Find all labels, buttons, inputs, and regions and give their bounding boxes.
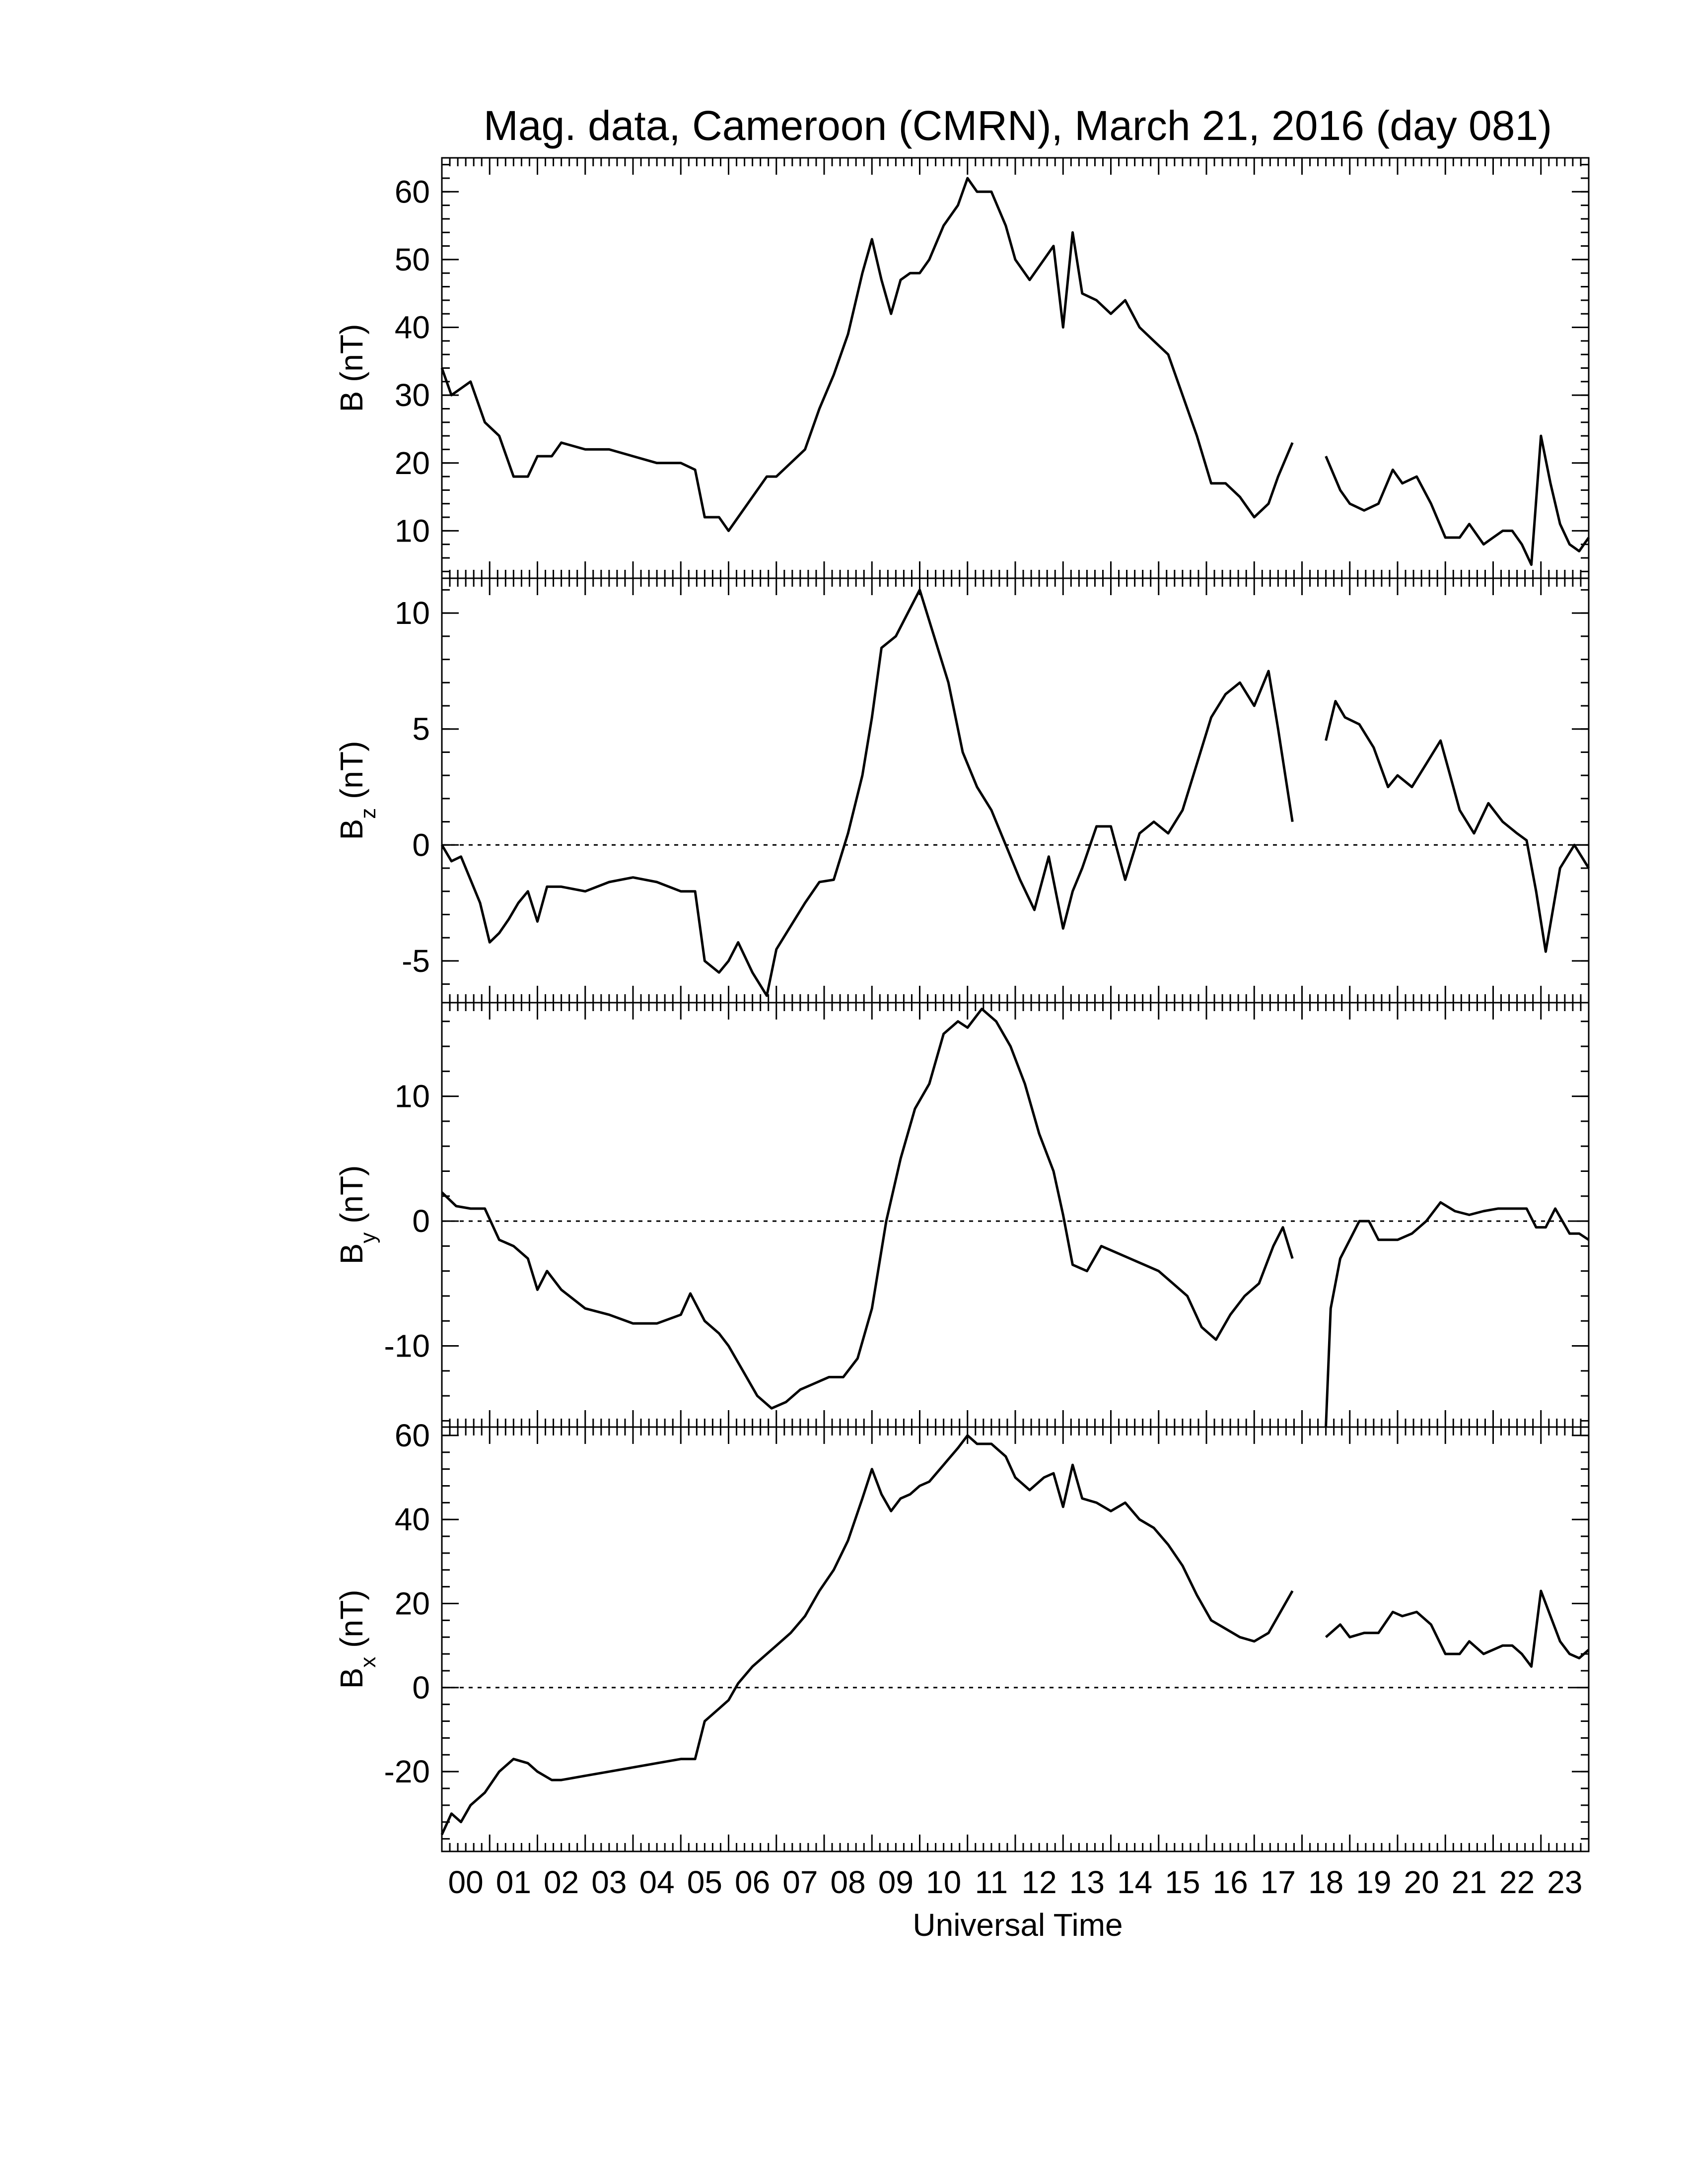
y-tick-label: 30 bbox=[395, 377, 430, 413]
x-tick-label: 22 bbox=[1499, 1864, 1535, 1900]
x-tick-label: 00 bbox=[448, 1864, 484, 1900]
y-tick-label: 10 bbox=[395, 595, 430, 631]
y-tick-label: 0 bbox=[412, 1203, 430, 1239]
x-tick-label: 17 bbox=[1261, 1864, 1296, 1900]
y-tick-label: 60 bbox=[395, 174, 430, 209]
y-axis-label-unit: (nT) bbox=[334, 1590, 369, 1657]
panel-B: 10 20 30 40 50 60 B (nT) bbox=[334, 157, 1590, 579]
x-tick-label: 16 bbox=[1213, 1864, 1248, 1900]
y-tick-label: -20 bbox=[384, 1754, 430, 1789]
y-tick-label: 0 bbox=[412, 827, 430, 863]
y-tick-label: -5 bbox=[402, 943, 430, 979]
x-tick-label: 04 bbox=[639, 1864, 675, 1900]
series-line-2 bbox=[1325, 700, 1590, 953]
series-line-1 bbox=[440, 1434, 1294, 1836]
x-tick-label: 15 bbox=[1165, 1864, 1200, 1900]
x-tick-label: 21 bbox=[1452, 1864, 1487, 1900]
series-line-2 bbox=[1325, 434, 1590, 566]
y-tick-label: 20 bbox=[395, 1586, 430, 1622]
x-tick-label: 13 bbox=[1069, 1864, 1105, 1900]
x-tick-label: 12 bbox=[1022, 1864, 1057, 1900]
x-tick-label: 11 bbox=[975, 1864, 1008, 1900]
figure-title: Mag. data, Cameroon (CMRN), March 21, 20… bbox=[484, 102, 1552, 149]
series-line-1 bbox=[441, 1008, 1294, 1410]
y-axis-label-subscript: x bbox=[356, 1657, 380, 1668]
y-tick-label: 10 bbox=[395, 1079, 430, 1114]
x-tick-label: 10 bbox=[926, 1864, 961, 1900]
y-tick-label: 0 bbox=[412, 1670, 430, 1706]
x-tick-label: 09 bbox=[878, 1864, 914, 1900]
x-tick-label: 05 bbox=[687, 1864, 722, 1900]
y-tick-label: 20 bbox=[395, 445, 430, 481]
y-tick-label: 50 bbox=[395, 242, 430, 277]
y-tick-label: -10 bbox=[384, 1328, 430, 1364]
y-tick-label: 60 bbox=[395, 1418, 430, 1453]
x-tick-label: 18 bbox=[1308, 1864, 1343, 1900]
series-line-1 bbox=[440, 177, 1294, 532]
y-tick-label: 40 bbox=[395, 310, 430, 345]
x-axis-label: Universal Time bbox=[913, 1907, 1123, 1943]
y-axis-label: B (nT) bbox=[334, 324, 369, 412]
y-tick-label: 10 bbox=[395, 513, 430, 548]
y-axis-label-unit: (nT) bbox=[334, 1165, 369, 1232]
series-line-1 bbox=[440, 588, 1294, 997]
y-tick-label: 5 bbox=[412, 711, 430, 747]
x-tick-label: 20 bbox=[1404, 1864, 1439, 1900]
y-axis-label-subscript: z bbox=[356, 808, 380, 819]
x-tick-label: 02 bbox=[544, 1864, 579, 1900]
x-tick-label: 07 bbox=[782, 1864, 818, 1900]
x-tick-label: 01 bbox=[496, 1864, 531, 1900]
x-tick-label: 06 bbox=[735, 1864, 770, 1900]
x-tick-label: 23 bbox=[1547, 1864, 1582, 1900]
x-tick-label: 19 bbox=[1356, 1864, 1391, 1900]
series-line-2 bbox=[1325, 1589, 1590, 1668]
y-axis-label-subscript: y bbox=[356, 1232, 380, 1243]
series-line-2 bbox=[1325, 1201, 1590, 1428]
y-tick-label: 40 bbox=[395, 1502, 430, 1537]
y-axis-label-unit: (nT) bbox=[334, 741, 369, 808]
x-tick-label: 03 bbox=[591, 1864, 627, 1900]
x-tick-label: 14 bbox=[1117, 1864, 1152, 1900]
x-tick-label: 08 bbox=[831, 1864, 866, 1900]
